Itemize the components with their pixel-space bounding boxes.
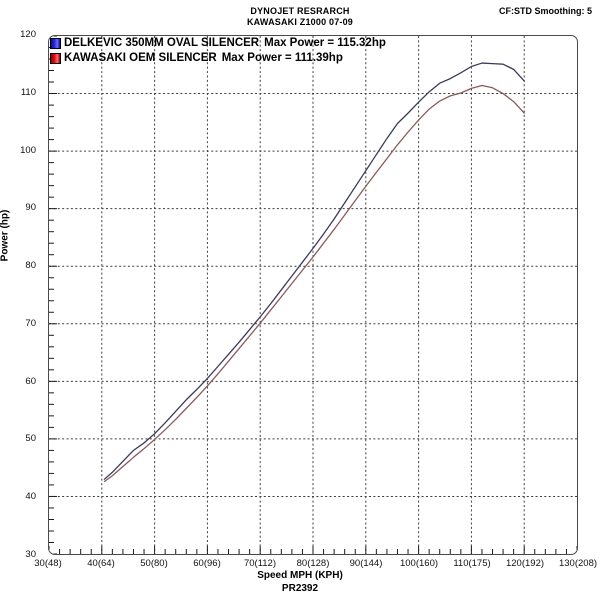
x-tick-label: 60(96) bbox=[193, 558, 221, 569]
x-tick-label: 100(160) bbox=[399, 558, 439, 569]
x-tick-label: 120(192) bbox=[505, 558, 545, 569]
legend: DELKEVIC 350MM OVAL SILENCER Max Power =… bbox=[50, 36, 386, 66]
legend-maxpower-delkevic: Max Power = 115.32hp bbox=[264, 37, 386, 49]
series-line-1 bbox=[103, 84, 525, 483]
plot-area bbox=[48, 35, 578, 555]
y-tick-label: 80 bbox=[25, 260, 36, 272]
legend-swatch-delkevic-icon bbox=[50, 38, 61, 49]
y-tick-label: 110 bbox=[20, 86, 36, 98]
x-tick-label: 30(48) bbox=[34, 558, 62, 569]
y-tick-label: 70 bbox=[25, 317, 36, 329]
legend-swatch-kawasaki-icon bbox=[50, 53, 61, 64]
x-tick-label: 110(175) bbox=[453, 558, 491, 569]
y-tick-label: 30 bbox=[25, 549, 36, 560]
x-tick-label: 70(112) bbox=[243, 558, 277, 569]
x-tick-label: 80(128) bbox=[296, 558, 330, 569]
x-tick-label: 50(80) bbox=[140, 558, 168, 569]
y-tick-label: 40 bbox=[25, 491, 36, 503]
legend-label-delkevic: DELKEVIC 350MM OVAL SILENCER bbox=[64, 37, 260, 49]
legend-maxpower-kawasaki-oem: Max Power = 111.39hp bbox=[221, 52, 343, 64]
x-axis-label: Speed MPH (KPH) bbox=[257, 570, 343, 581]
y-axis-label: Power (hp) bbox=[0, 209, 11, 262]
series-line-0 bbox=[103, 62, 525, 480]
legend-item-kawasaki-oem: KAWASAKI OEM SILENCER Max Power = 111.39… bbox=[50, 51, 386, 66]
y-tick-label: 60 bbox=[25, 375, 36, 387]
legend-item-delkevic: DELKEVIC 350MM OVAL SILENCER Max Power =… bbox=[50, 36, 386, 51]
x-tick-label: 130(208) bbox=[558, 558, 598, 569]
legend-label-kawasaki-oem: KAWASAKI OEM SILENCER bbox=[64, 52, 217, 64]
run-id-footer: PR2392 bbox=[281, 583, 319, 594]
y-tick-label: 50 bbox=[25, 433, 36, 445]
grid-layer bbox=[49, 36, 577, 554]
y-tick-label: 90 bbox=[25, 202, 36, 214]
curve-layer bbox=[103, 62, 525, 483]
x-tick-label: 40(64) bbox=[87, 558, 115, 569]
y-tick-label: 120 bbox=[20, 29, 36, 40]
correction-factor-info: CF:STD Smoothing: 5 bbox=[499, 6, 592, 16]
header-line-2: KAWASAKI Z1000 07-09 bbox=[246, 17, 354, 27]
x-tick-label: 90(144) bbox=[349, 558, 383, 569]
y-tick-label: 100 bbox=[20, 144, 36, 156]
chart-header-title: DYNOJET RESRARCH KAWASAKI Z1000 07-09 bbox=[0, 6, 600, 27]
header-line-1: DYNOJET RESRARCH bbox=[250, 6, 350, 16]
